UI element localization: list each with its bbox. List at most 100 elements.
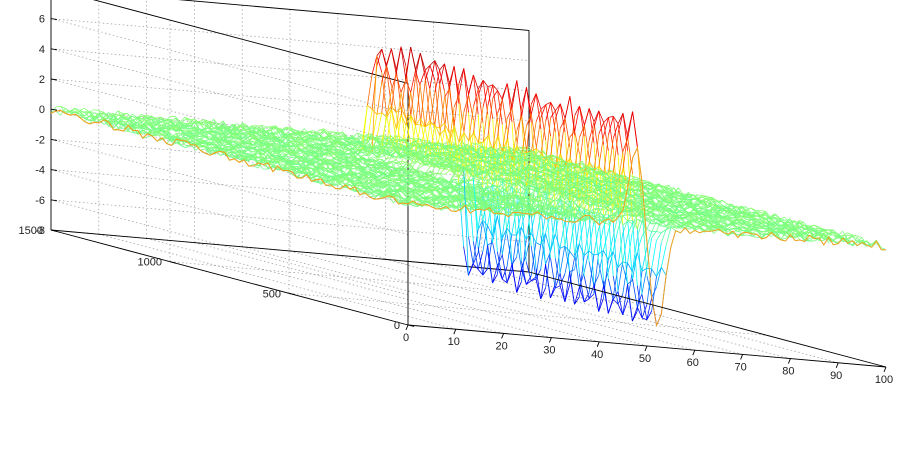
mesh-line-y <box>511 257 517 265</box>
mesh-line-y <box>122 117 128 121</box>
mesh-line-y <box>50 106 57 114</box>
mesh-line-y <box>424 148 430 151</box>
wall-gridline <box>50 18 409 114</box>
mesh-line-y <box>482 86 489 107</box>
mesh-line-y <box>242 134 248 141</box>
floor-gridline <box>289 250 648 347</box>
mesh-line-y <box>497 97 503 137</box>
wall-gridline <box>50 199 409 296</box>
floor-gridline <box>433 263 791 359</box>
mesh-line-y <box>165 123 172 126</box>
mesh-line-y <box>132 113 138 119</box>
mesh-line-y <box>194 130 201 135</box>
box-edge <box>50 229 409 326</box>
mesh-line-y <box>218 126 224 132</box>
mesh-line-y <box>160 116 167 120</box>
mesh-line-y <box>242 122 248 126</box>
mesh-line-y <box>74 108 81 113</box>
mesh-line-y <box>356 132 363 140</box>
mesh-line-y <box>471 142 477 145</box>
floor-gridline <box>288 292 768 336</box>
mesh-line-y <box>251 125 257 130</box>
mesh-line-y <box>213 127 219 130</box>
mesh-line-y <box>391 159 397 162</box>
box-edge <box>92 0 409 84</box>
mesh-line-y <box>256 131 262 134</box>
mesh-line-y <box>60 105 66 114</box>
mesh-line-y <box>270 128 276 131</box>
mesh-line-y <box>519 153 525 159</box>
mesh-line-y <box>448 88 455 122</box>
mesh-line-y <box>93 109 99 111</box>
mesh-line-y <box>98 119 105 125</box>
mesh-line-y <box>200 148 206 151</box>
mesh-line-y <box>487 242 493 246</box>
mesh-line-y <box>334 165 340 167</box>
mesh-line-y <box>79 107 85 111</box>
mesh-line-y <box>117 113 123 117</box>
mesh-line-y <box>285 136 291 139</box>
mesh-line-y <box>237 128 243 133</box>
floor-gridline <box>385 259 743 355</box>
floor-gridline <box>481 267 839 364</box>
mesh-line-y <box>415 83 421 125</box>
mesh-line-y <box>127 130 134 134</box>
mesh-line-y <box>567 161 573 164</box>
mesh-line-y <box>118 120 124 124</box>
mesh-line-y <box>328 141 334 144</box>
mesh-line-y <box>146 114 152 118</box>
mesh-line-y <box>74 107 80 111</box>
box-edge <box>177 0 530 31</box>
mesh-line-y <box>477 247 484 276</box>
mesh-line-y <box>323 128 329 133</box>
mesh-line-y <box>376 81 383 115</box>
mesh-line-y <box>323 142 329 146</box>
mesh-line-y <box>332 132 339 136</box>
wall-gridline <box>50 139 409 235</box>
mesh-line-y <box>218 120 224 126</box>
mesh-line-y <box>142 127 148 131</box>
mesh-line-y <box>161 124 167 127</box>
floor-gridline <box>337 254 695 351</box>
wall-gridline <box>50 48 409 145</box>
mesh-line-y <box>151 117 157 121</box>
mesh-line-y <box>435 177 441 179</box>
mesh-line-y <box>253 165 259 169</box>
mesh-line-y <box>285 132 291 142</box>
mesh-line-y <box>208 122 214 124</box>
mesh-line-y <box>444 170 450 175</box>
mesh-line-y <box>347 140 353 142</box>
mesh-line-y <box>380 141 387 147</box>
mesh-line-y <box>179 116 186 123</box>
wall-gridline <box>93 0 409 84</box>
wall-gridline <box>50 169 409 265</box>
wall-gridline <box>50 78 409 175</box>
mesh-line-y <box>103 113 109 119</box>
mesh-line-y <box>424 76 431 121</box>
axes-box <box>50 0 530 326</box>
mesh-line-y <box>367 74 373 106</box>
mesh-line-y <box>473 95 479 133</box>
mesh-line-y <box>84 115 90 122</box>
mesh-line-y <box>156 124 162 130</box>
mesh-line-y <box>55 110 61 116</box>
floor-gridline <box>242 246 600 343</box>
mesh-line-y <box>98 113 104 115</box>
mesh-line-y <box>261 137 267 143</box>
mesh-line-y <box>468 94 474 121</box>
mesh-line-y <box>309 136 315 143</box>
mesh-line-y <box>468 236 474 265</box>
mesh-line-y <box>55 105 61 108</box>
mesh-line-y <box>399 136 405 140</box>
mesh-line-y <box>118 125 124 130</box>
mesh-line-y <box>194 118 200 124</box>
mesh-line-y <box>309 131 315 136</box>
floor-gridline <box>146 238 504 334</box>
mesh-line-y <box>261 124 267 128</box>
mesh-line-y <box>113 114 119 120</box>
mesh-line-y <box>180 127 186 130</box>
mesh-line-y <box>376 112 383 137</box>
mesh-surface <box>50 46 887 328</box>
mesh-line-y <box>146 119 152 121</box>
